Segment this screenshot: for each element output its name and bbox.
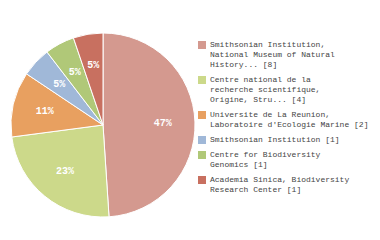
svg-text:47%: 47% — [154, 118, 172, 129]
svg-text:5%: 5% — [53, 79, 65, 90]
html-text:Centre for Biodiversity Genomi: Centre for Biodiversity Genomics [1] — [210, 150, 321, 169]
svg-text:5%: 5% — [87, 60, 99, 71]
html-text:Academia Sinica, Biodiversity: Academia Sinica, Biodiversity Research C… — [210, 175, 350, 194]
svg-text:5%: 5% — [69, 67, 81, 78]
svg-text:11%: 11% — [36, 106, 54, 117]
html-text:Smithsonian Institution [1]: Smithsonian Institution [1] — [210, 135, 340, 144]
html-text:Centre national de la recherch: Centre national de la recherche scientif… — [210, 75, 321, 104]
html-text:Universite de La Reunion, Labo: Universite de La Reunion, Laboratoire d'… — [210, 110, 369, 129]
svg-text:23%: 23% — [56, 166, 74, 177]
html-text:Smithsonian Institution, Natio: Smithsonian Institution, National Museum… — [210, 40, 335, 69]
